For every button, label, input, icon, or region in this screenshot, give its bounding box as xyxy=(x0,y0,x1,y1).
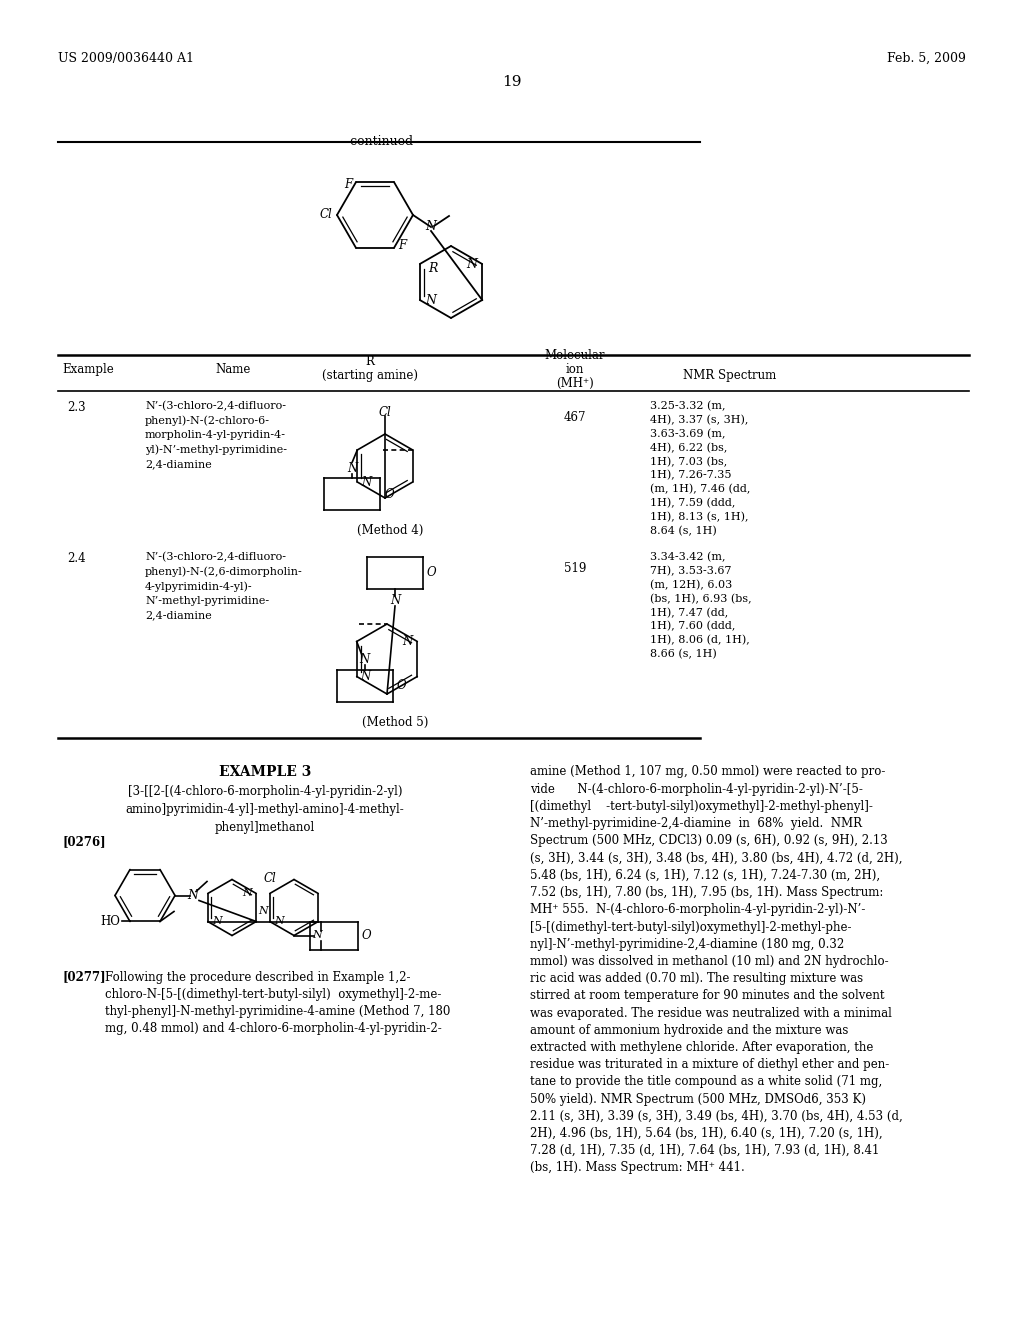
Text: US 2009/0036440 A1: US 2009/0036440 A1 xyxy=(58,51,194,65)
Text: (Method 4): (Method 4) xyxy=(356,524,423,537)
Text: 2.3: 2.3 xyxy=(67,401,86,414)
Text: 2.4: 2.4 xyxy=(67,552,86,565)
Text: Name: Name xyxy=(215,363,251,376)
Text: O: O xyxy=(384,487,394,500)
Text: 19: 19 xyxy=(502,75,522,88)
Text: O: O xyxy=(396,678,407,692)
Text: [0277]: [0277] xyxy=(62,970,105,983)
Text: Following the procedure described in Example 1,2-
chloro-N-[5-[(dimethyl-tert-bu: Following the procedure described in Exa… xyxy=(105,970,451,1035)
Text: F: F xyxy=(398,239,407,252)
Text: N: N xyxy=(243,888,252,899)
Text: R: R xyxy=(428,263,437,276)
Text: -continued: -continued xyxy=(346,135,414,148)
Text: N: N xyxy=(273,916,284,927)
Text: Cl: Cl xyxy=(319,209,332,222)
Text: Example: Example xyxy=(62,363,114,376)
Text: HO: HO xyxy=(100,915,120,928)
Text: O: O xyxy=(362,929,372,942)
Text: N: N xyxy=(312,931,322,940)
Text: N: N xyxy=(360,671,371,682)
Text: (Method 5): (Method 5) xyxy=(361,715,428,729)
Text: N’-(3-chloro-2,4-difluoro-
phenyl)-N-(2,6-dimorpholin-
4-ylpyrimidin-4-yl)-
N’-m: N’-(3-chloro-2,4-difluoro- phenyl)-N-(2,… xyxy=(145,552,303,620)
Text: [5-[(dimethyl-tert-butyl-silyl)oxymethyl]-2-methyl-phe-
nyl]-N’-methyl-pyrimidin: [5-[(dimethyl-tert-butyl-silyl)oxymethyl… xyxy=(530,920,903,1175)
Text: F: F xyxy=(344,178,352,190)
Text: Molecular: Molecular xyxy=(545,348,605,362)
Text: N: N xyxy=(361,475,372,488)
Text: N: N xyxy=(347,462,357,474)
Text: N: N xyxy=(390,594,400,607)
Text: N: N xyxy=(212,916,221,927)
Text: N: N xyxy=(402,635,413,648)
Text: Feb. 5, 2009: Feb. 5, 2009 xyxy=(887,51,966,65)
Text: [0276]: [0276] xyxy=(62,836,105,849)
Text: O: O xyxy=(427,566,436,579)
Text: NMR Spectrum: NMR Spectrum xyxy=(683,370,776,381)
Text: N: N xyxy=(425,293,436,306)
Text: ion: ion xyxy=(566,363,584,376)
Text: Cl: Cl xyxy=(379,407,391,418)
Text: N’-(3-chloro-2,4-difluoro-
phenyl)-N-(2-chloro-6-
morpholin-4-yl-pyridin-4-
yl)-: N’-(3-chloro-2,4-difluoro- phenyl)-N-(2-… xyxy=(145,401,287,469)
Text: 519: 519 xyxy=(564,562,586,576)
Text: amine (Method 1, 107 mg, 0.50 mmol) were reacted to pro-
vide      N-(4-chloro-6: amine (Method 1, 107 mg, 0.50 mmol) were… xyxy=(530,766,902,916)
Text: (starting amine): (starting amine) xyxy=(322,370,418,381)
Text: N: N xyxy=(187,888,199,902)
Text: EXAMPLE 3: EXAMPLE 3 xyxy=(219,766,311,780)
Text: N: N xyxy=(426,220,436,234)
Text: N: N xyxy=(359,653,370,667)
Text: N: N xyxy=(258,907,268,916)
Text: Cl: Cl xyxy=(263,873,276,886)
Text: R: R xyxy=(366,355,375,368)
Text: 3.25-3.32 (m,
4H), 3.37 (s, 3H),
3.63-3.69 (m,
4H), 6.22 (bs,
1H), 7.03 (bs,
1H): 3.25-3.32 (m, 4H), 3.37 (s, 3H), 3.63-3.… xyxy=(650,401,751,536)
Text: 3.34-3.42 (m,
7H), 3.53-3.67
(m, 12H), 6.03
(bs, 1H), 6.93 (bs,
1H), 7.47 (dd,
1: 3.34-3.42 (m, 7H), 3.53-3.67 (m, 12H), 6… xyxy=(650,552,752,659)
Text: N: N xyxy=(466,257,477,271)
Text: (MH⁺): (MH⁺) xyxy=(556,378,594,389)
Text: [3-[[2-[(4-chloro-6-morpholin-4-yl-pyridin-2-yl)
amino]pyrimidin-4-yl]-methyl-am: [3-[[2-[(4-chloro-6-morpholin-4-yl-pyrid… xyxy=(126,785,404,834)
Text: 467: 467 xyxy=(564,411,587,424)
